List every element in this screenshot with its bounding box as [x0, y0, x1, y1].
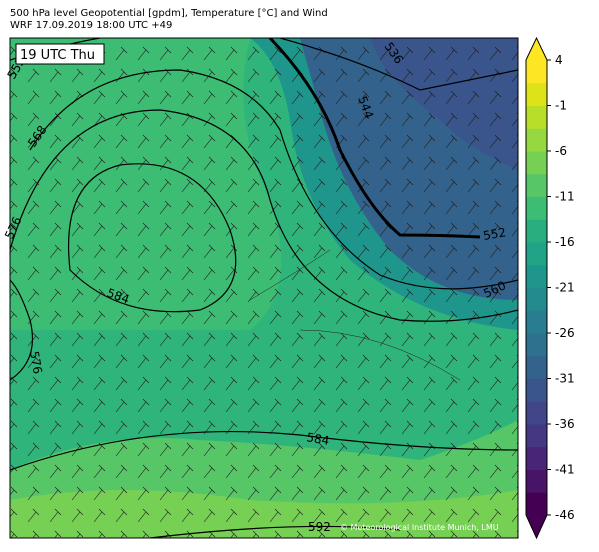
- colorbar-tick-label: -21: [555, 281, 575, 295]
- contours: [10, 38, 518, 538]
- colorbar-extend: [526, 515, 547, 538]
- credit: © Meteorological Institute Munich, LMU: [340, 523, 499, 532]
- colorbar-band: [526, 264, 547, 288]
- colorbar-band: [526, 219, 547, 243]
- colorbar-tick-label: -46: [555, 508, 575, 522]
- colorbar-tick-label: -11: [555, 190, 575, 204]
- colorbar-band: [526, 492, 547, 516]
- colorbar-band: [526, 446, 547, 470]
- colorbar-tick-label: 4: [555, 53, 563, 67]
- colorbar-tick-label: -16: [555, 235, 575, 249]
- colorbar-band: [526, 151, 547, 175]
- colorbar-band: [526, 310, 547, 334]
- colorbar-tick-label: -36: [555, 417, 575, 431]
- contour-label: 576: [27, 350, 45, 375]
- time-label: 19 UTC Thu: [20, 48, 95, 63]
- contour: [268, 38, 481, 239]
- colorbar-tick-label: -1: [555, 99, 567, 113]
- colorbar-band: [526, 378, 547, 402]
- colorbar-band: [526, 82, 547, 106]
- coastlines: [249, 249, 461, 381]
- time-box: [15, 43, 105, 65]
- colorbar-band: [526, 401, 547, 425]
- contour-label: 552: [482, 225, 507, 243]
- colorbar-band: [526, 469, 547, 493]
- colorbar-tick-label: -6: [555, 144, 567, 158]
- colorbar-band: [526, 60, 547, 84]
- colorbar-tick-label: -26: [555, 326, 575, 340]
- title: 500 hPa level Geopotential [gpdm], Tempe…: [10, 8, 328, 19]
- colorbar-band: [526, 196, 547, 220]
- colorbar-band: [526, 355, 547, 379]
- colorbar-tick-label: -31: [555, 372, 575, 386]
- colorbar-band: [526, 424, 547, 448]
- colorbar-band: [526, 242, 547, 266]
- colorbar-band: [526, 105, 547, 129]
- colorbar-band: [526, 287, 547, 311]
- colorbar-band: [526, 128, 547, 152]
- contour-label: 592: [308, 520, 331, 534]
- colorbar-tick-label: -41: [555, 463, 575, 477]
- colorbar-extend: [526, 38, 547, 60]
- contour-label: 584: [305, 430, 330, 448]
- colorbar: 4 -1 -6 -11 -16 -21 -26 -31 -36 -41 -46: [525, 36, 575, 540]
- subtitle: WRF 17.09.2019 18:00 UTC +49: [10, 20, 172, 31]
- colorbar-band: [526, 333, 547, 357]
- map-frame: [9, 37, 519, 539]
- wind-barbs: [10, 38, 518, 538]
- map: [10, 38, 518, 538]
- colorbar-band: [526, 173, 547, 197]
